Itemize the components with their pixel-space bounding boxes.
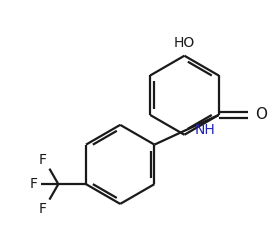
Text: F: F xyxy=(30,177,38,191)
Text: HO: HO xyxy=(174,36,195,50)
Text: F: F xyxy=(39,153,46,167)
Text: F: F xyxy=(39,202,46,215)
Text: NH: NH xyxy=(194,123,215,137)
Text: O: O xyxy=(255,107,267,123)
